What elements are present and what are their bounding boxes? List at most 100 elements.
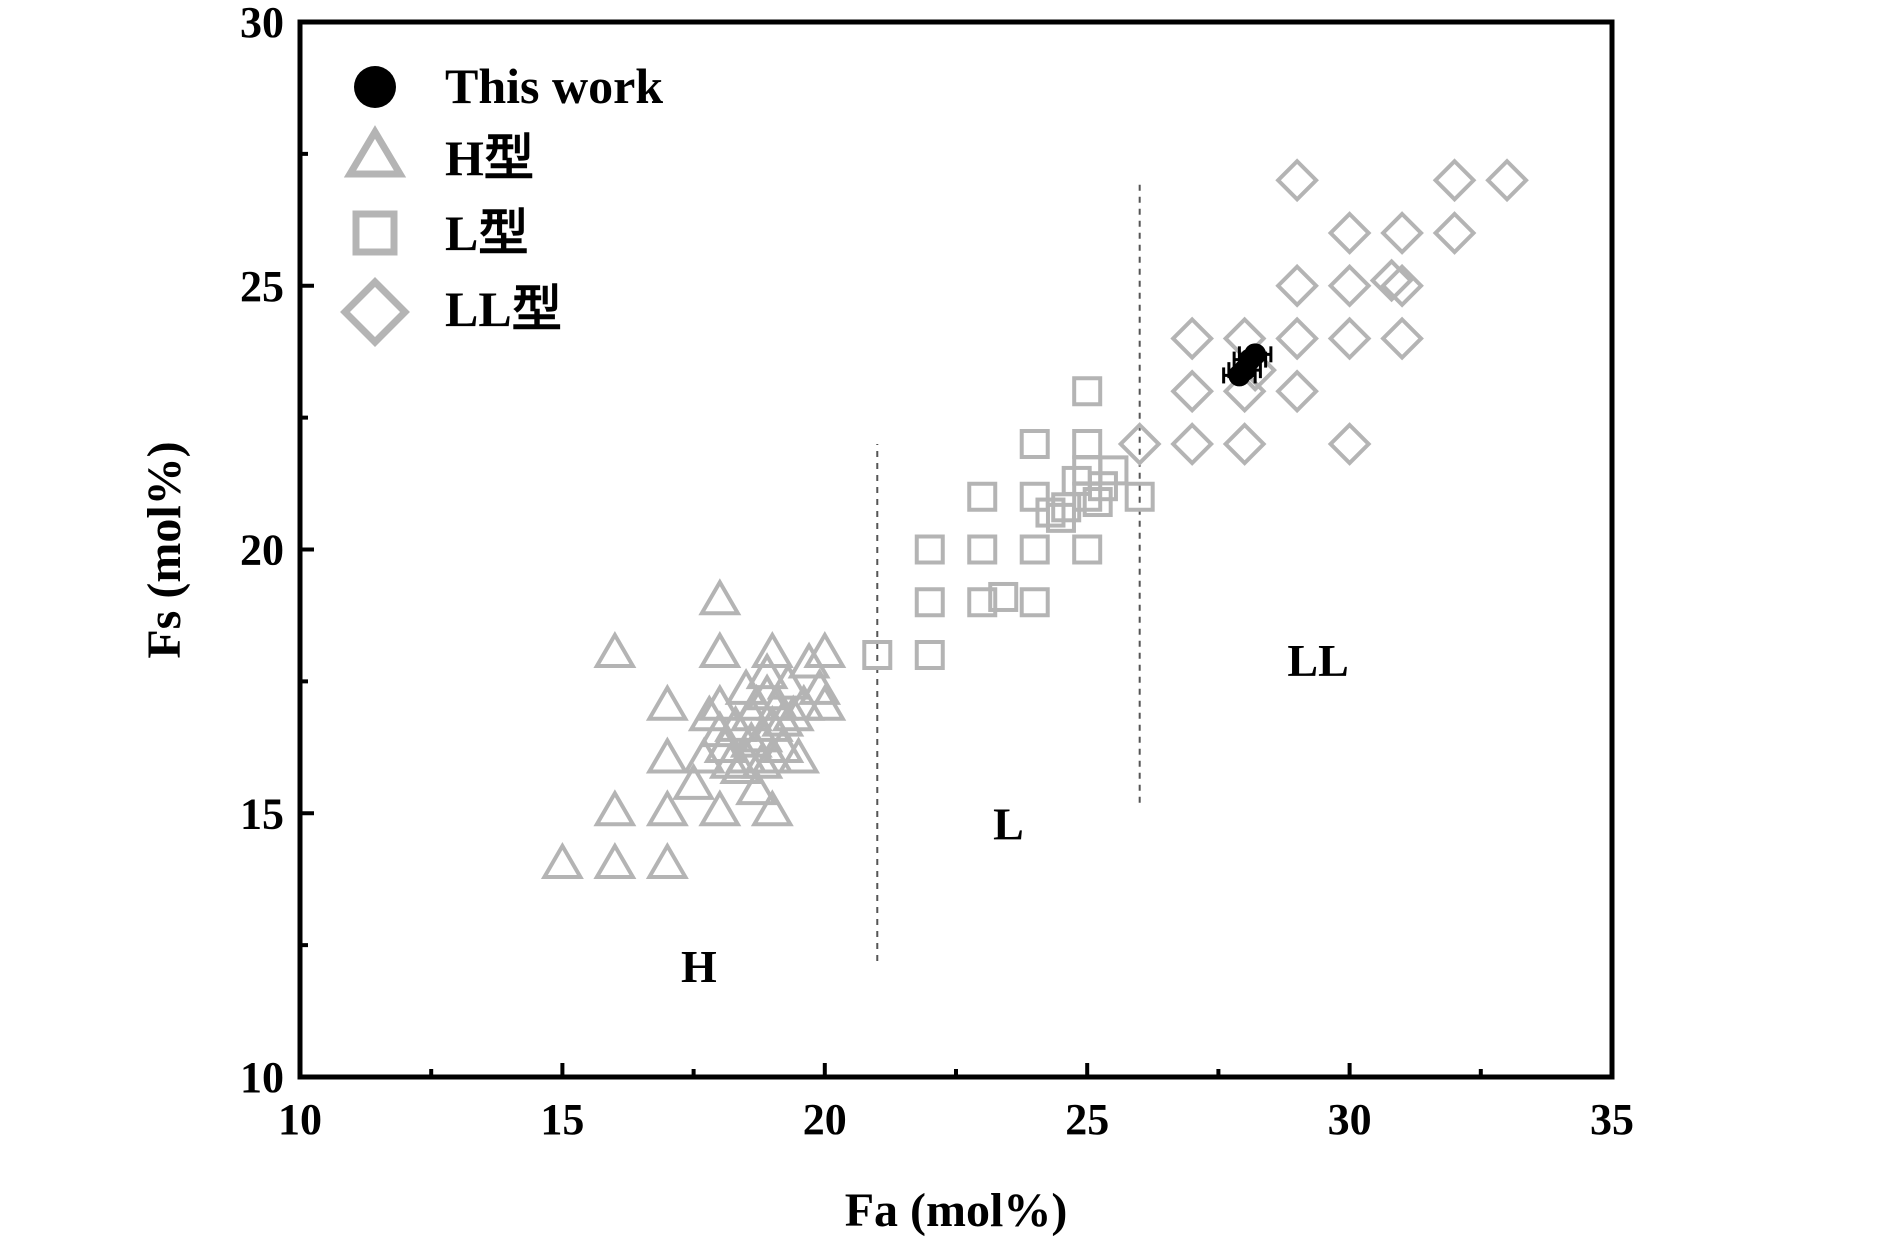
ll-type-point [1432,211,1477,255]
l-type-point [967,587,998,618]
l-type-point [1072,455,1103,486]
h-type-point [698,789,742,827]
l-type-point [1019,587,1050,618]
h-type-point [698,631,742,668]
ll-type-point [1380,211,1424,255]
h-type-point [645,842,689,879]
ll-type-point [1327,316,1372,361]
ll-type-point [1117,422,1162,466]
l-type-point [1098,455,1129,486]
y-tick-label: 15 [240,789,284,838]
ll-type-point [1327,422,1372,466]
ll-type-point [1380,316,1424,361]
h-type-point [735,768,779,806]
legend-item-this-work: This work [354,58,663,114]
l-type-point [1019,481,1050,512]
ll-type-point [1170,369,1214,414]
legend-label-ll: LL型 [445,281,562,337]
l-type-point [1045,502,1076,533]
l-type-point [1019,429,1050,459]
h-type-point [756,683,800,721]
l-type-point [967,481,998,512]
l-type-point [1072,429,1103,459]
l-type-point [914,587,945,618]
region-dividers [876,180,1141,961]
legend-label-this-work: This work [445,58,663,114]
h-type-point [729,720,773,758]
h-type-point [698,578,742,616]
h-type-point [766,662,810,700]
ll-type-point [1170,316,1214,361]
h-type-point [803,631,847,668]
y-tick-label: 30 [240,0,284,47]
h-type-point [798,667,842,705]
x-tick-label: 30 [1328,1095,1372,1144]
l-type-point [1072,376,1103,407]
x-tick-label: 15 [540,1095,584,1144]
this-work-point [1228,364,1251,387]
y-tick-label: 25 [240,262,284,311]
data-marks [540,158,1529,879]
ll-type-point [1275,316,1319,361]
l-type-point [1019,534,1050,565]
this-work-point [1244,343,1267,366]
region-label: L [993,799,1024,850]
y-tick-label: 10 [240,1053,284,1102]
h-type-point [740,741,784,779]
ll-type-point [1327,263,1372,308]
h-type-point [745,652,789,690]
legend-label-l: L型 [445,205,528,261]
l-type-point [914,534,945,565]
l-type-point [1035,497,1066,528]
x-axis-title: Fa (mol%) [845,1184,1068,1237]
h-type-point [645,736,689,774]
legend-marker-filled-circle [354,66,396,108]
ll-type-point [1170,422,1214,466]
l-type-point [1124,481,1155,512]
x-tick-label: 10 [278,1095,322,1144]
h-type-point [724,667,768,705]
region-label: H [681,941,717,992]
h-type-point [672,762,716,800]
x-tick-label: 25 [1065,1095,1109,1144]
legend-marker-square [352,210,398,256]
ll-type-point [1380,263,1424,308]
legend-marker-triangle [343,125,407,178]
h-type-point [593,631,637,668]
legend-item-l: L型 [352,205,528,261]
h-type-point [750,789,794,827]
legend-item-h: H型 [343,125,534,186]
h-type-point [645,683,689,721]
x-tick-label: 20 [803,1095,847,1144]
region-label: LL [1287,635,1348,686]
h-type-point [540,842,584,879]
h-type-point [682,736,726,774]
ll-type-point [1432,158,1477,203]
ll-type-point [1369,258,1414,303]
ll-type-point [1222,422,1267,466]
ll-type-point [1275,263,1319,308]
legend-marker-diamond [340,277,410,347]
h-type-point [593,789,637,827]
legend: This work H型 L型 LL型 [340,58,663,347]
l-type-point [988,581,1019,612]
l-type-point [967,534,998,565]
h-type-point [708,741,752,779]
l-type-point [914,640,945,670]
ll-type-point [1485,158,1529,203]
ll-type-point [1275,158,1319,203]
l-type-point [1082,487,1113,518]
x-tick-label: 35 [1590,1095,1634,1144]
ll-type-point [1327,211,1372,255]
l-type-point [1072,534,1103,565]
h-type-point [777,736,821,774]
h-type-point [771,694,815,732]
ll-type-point [1275,369,1319,414]
h-type-point [698,710,742,748]
legend-label-h: H型 [445,130,534,186]
l-type-point [1061,465,1092,496]
legend-item-ll: LL型 [340,277,562,347]
y-axis-title: Fs (mol%) [138,441,191,658]
